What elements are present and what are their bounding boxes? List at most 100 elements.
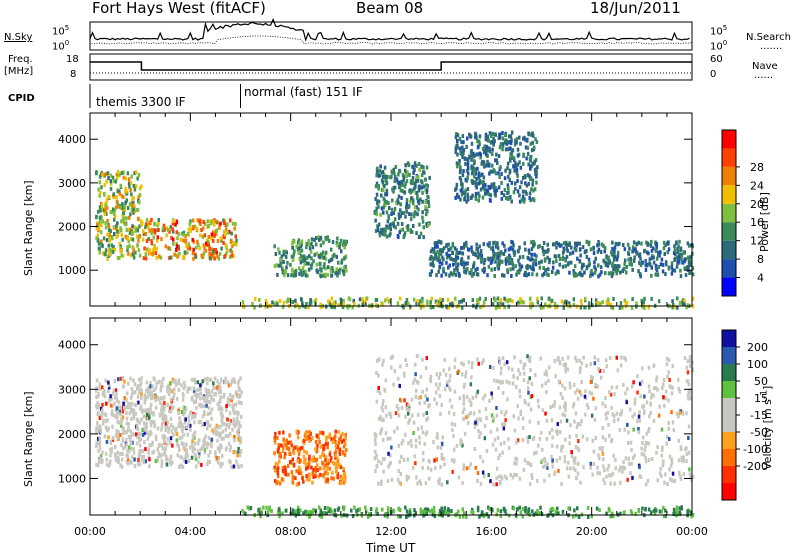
power-echo-cell (569, 252, 572, 256)
velocity-echo-cell (552, 508, 555, 512)
velocity-echo-cell (438, 481, 441, 485)
power-echo-cell (531, 247, 534, 251)
velocity-echo-cell (610, 439, 613, 443)
power-echo-cell (540, 260, 543, 264)
power-echo-cell (301, 249, 304, 253)
power-echo-cell (685, 273, 688, 277)
power-echo-cell (507, 175, 510, 179)
power-echo-cell (491, 152, 494, 156)
velocity-echo-cell (324, 471, 327, 475)
velocity-echo-cell (292, 508, 295, 512)
power-echo-cell (501, 197, 504, 201)
velocity-echo-cell (614, 458, 617, 462)
power-echo-cell (220, 247, 223, 251)
velocity-echo-cell (494, 438, 497, 442)
power-echo-cell (393, 224, 396, 228)
power-echo-cell (428, 176, 431, 180)
velocity-echo-cell (144, 400, 147, 404)
velocity-echo-cell (531, 382, 534, 386)
velocity-echo-cell (542, 408, 545, 412)
power-echo-cell (285, 265, 288, 269)
velocity-echo-cell (432, 440, 435, 444)
velocity-echo-cell (136, 442, 139, 446)
velocity-echo-cell (209, 424, 212, 428)
velocity-echo-cell (618, 468, 621, 472)
velocity-echo-cell (617, 368, 620, 372)
velocity-echo-cell (153, 376, 156, 380)
power-echo-cell (450, 246, 453, 250)
power-echo-cell (397, 301, 400, 305)
power-echo-cell (404, 169, 407, 173)
velocity-echo-cell (671, 391, 674, 395)
velocity-echo-cell (207, 460, 210, 464)
velocity-echo-cell (668, 468, 671, 472)
power-echo-cell (425, 183, 428, 187)
velocity-echo-cell (186, 455, 189, 459)
power-echo-cell (509, 246, 512, 250)
velocity-echo-cell (590, 462, 593, 466)
velocity-echo-cell (489, 507, 492, 511)
velocity-echo-cell (477, 429, 480, 433)
power-echo-cell (385, 181, 388, 185)
power-echo-cell (387, 201, 390, 205)
velocity-echo-cell (600, 376, 603, 380)
velocity-echo-cell (137, 427, 140, 431)
velocity-echo-cell (497, 456, 500, 460)
velocity-echo-cell (555, 429, 558, 433)
velocity-echo-cell (161, 384, 164, 388)
velocity-echo-cell (99, 382, 102, 386)
velocity-echo-cell (105, 452, 108, 456)
power-echo-cell (292, 273, 295, 277)
power-echo-cell (541, 296, 544, 300)
velocity-echo-cell (560, 392, 563, 396)
power-echo-cell (149, 229, 152, 233)
velocity-echo-cell (645, 459, 648, 463)
velocity-echo-cell (594, 418, 597, 422)
velocity-echo-cell (554, 359, 557, 363)
power-echo-cell (145, 232, 148, 236)
velocity-echo-cell (426, 398, 429, 402)
velocity-echo-cell (542, 465, 545, 469)
velocity-echo-cell (641, 380, 644, 384)
velocity-echo-cell (557, 356, 560, 360)
velocity-echo-cell (407, 458, 410, 462)
power-echo-cell (499, 145, 502, 149)
velocity-echo-cell (183, 446, 186, 450)
power-echo-cell (419, 198, 422, 202)
power-echo-cell (511, 131, 514, 135)
velocity-echo-cell (181, 410, 184, 414)
velocity-echo-cell (638, 509, 641, 513)
power-echo-cell (397, 234, 400, 238)
velocity-echo-cell (200, 463, 203, 467)
velocity-echo-cell (133, 415, 136, 419)
velocity-echo-cell (564, 370, 567, 374)
power-echo-cell (129, 202, 132, 206)
power-echo-cell (471, 154, 474, 158)
velocity-echo-cell (629, 471, 632, 475)
power-echo-cell (172, 242, 175, 246)
power-echo-cell (320, 253, 323, 257)
velocity-echo-cell (189, 446, 192, 450)
velocity-echo-cell (519, 389, 522, 393)
velocity-echo-cell (231, 428, 234, 432)
velocity-echo-cell (585, 364, 588, 368)
power-echo-cell (680, 247, 683, 251)
power-echo-cell (185, 244, 188, 248)
power-echo-cell (116, 230, 119, 234)
velocity-echo-cell (132, 379, 135, 383)
velocity-echo-cell (209, 450, 212, 454)
power-echo-cell (671, 261, 674, 265)
power-echo-cell (327, 273, 330, 277)
power-echo-cell (165, 244, 168, 248)
velocity-echo-cell (139, 453, 142, 457)
power-echo-cell (402, 178, 405, 182)
power-echo-cell (517, 259, 520, 263)
power-echo-cell (656, 257, 659, 261)
velocity-echo-cell (206, 377, 209, 381)
velocity-echo-cell (178, 388, 181, 392)
velocity-echo-cell (430, 379, 433, 383)
power-echo-cell (525, 192, 528, 196)
velocity-echo-cell (208, 406, 211, 410)
power-echo-cell (592, 246, 595, 250)
power-echo-cell (510, 274, 512, 278)
